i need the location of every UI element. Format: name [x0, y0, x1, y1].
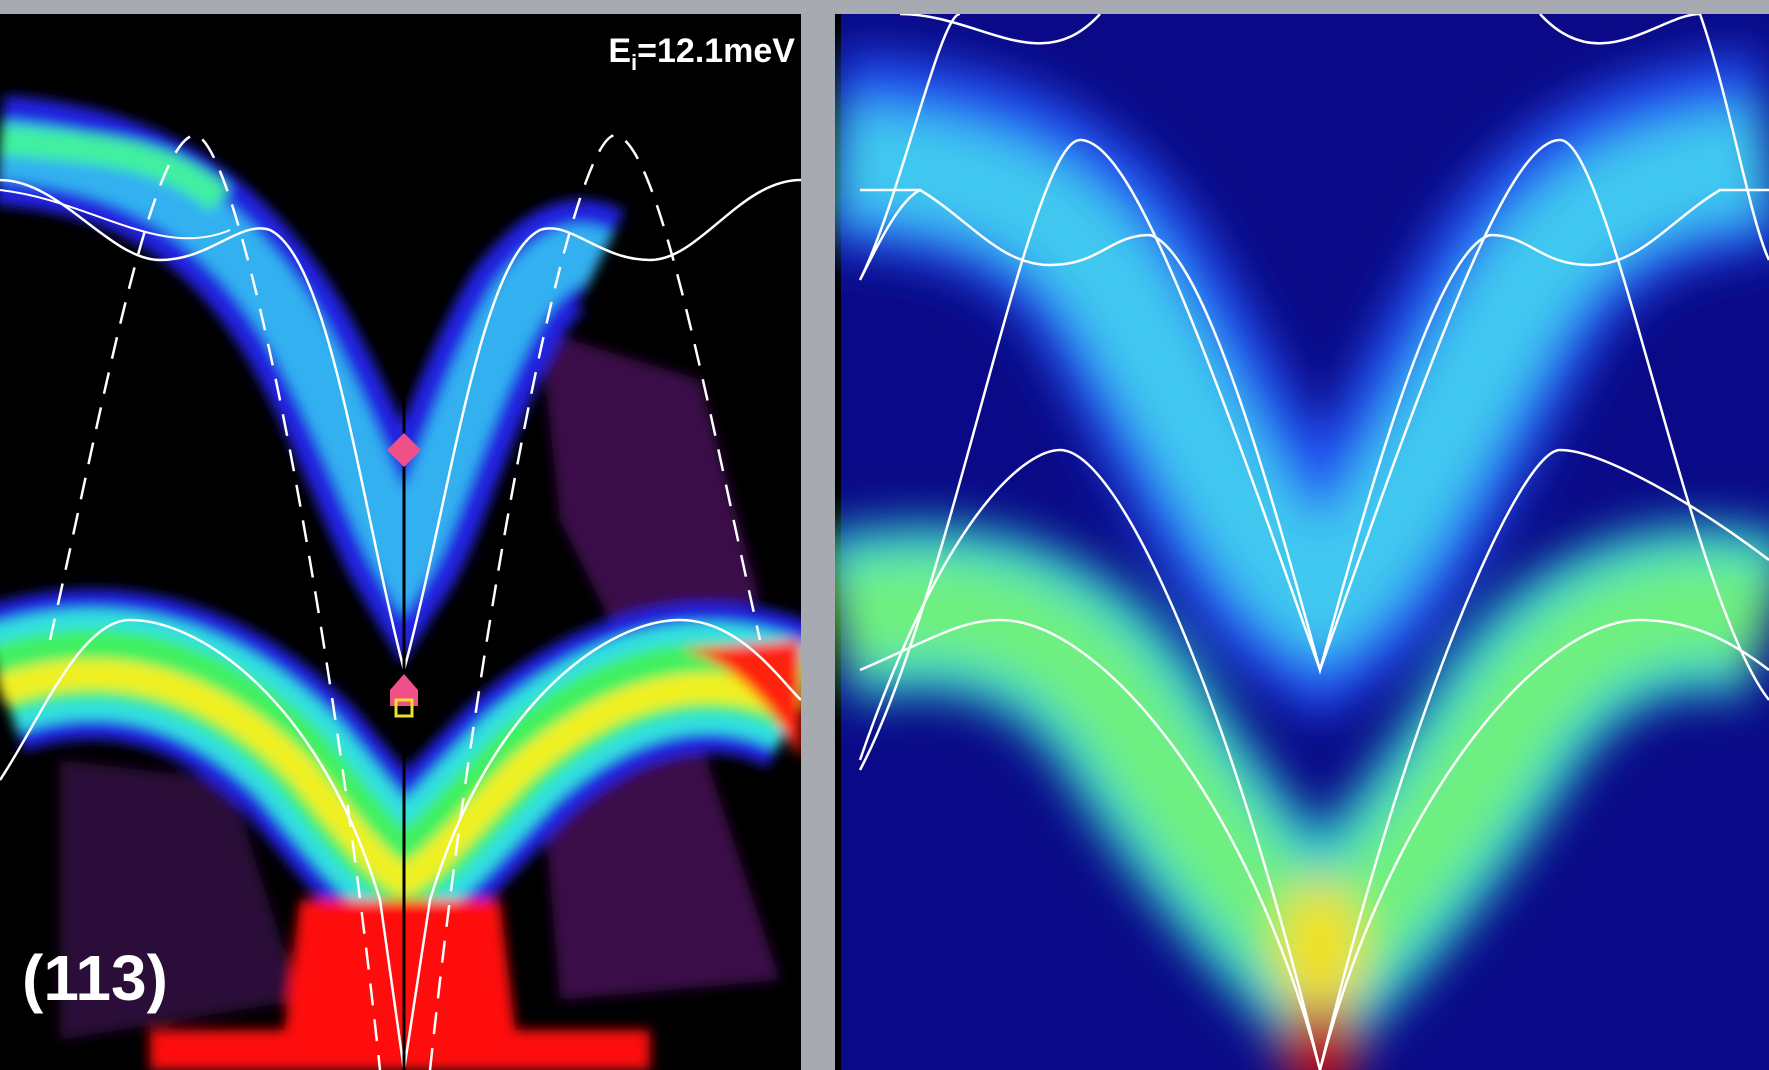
- index-label: (113): [22, 942, 168, 1014]
- energy-symbol: E: [608, 32, 631, 70]
- page: Ei=12.1meV (113) (() => { const data = J…: [0, 0, 1769, 1070]
- right-panel: [835, 14, 1769, 1070]
- energy-value: =12.1meV: [637, 32, 795, 70]
- figure: Ei=12.1meV (113): [0, 0, 1769, 1070]
- left-panel: Ei=12.1meV (113): [0, 14, 801, 1070]
- energy-label: Ei=12.1meV: [608, 32, 795, 75]
